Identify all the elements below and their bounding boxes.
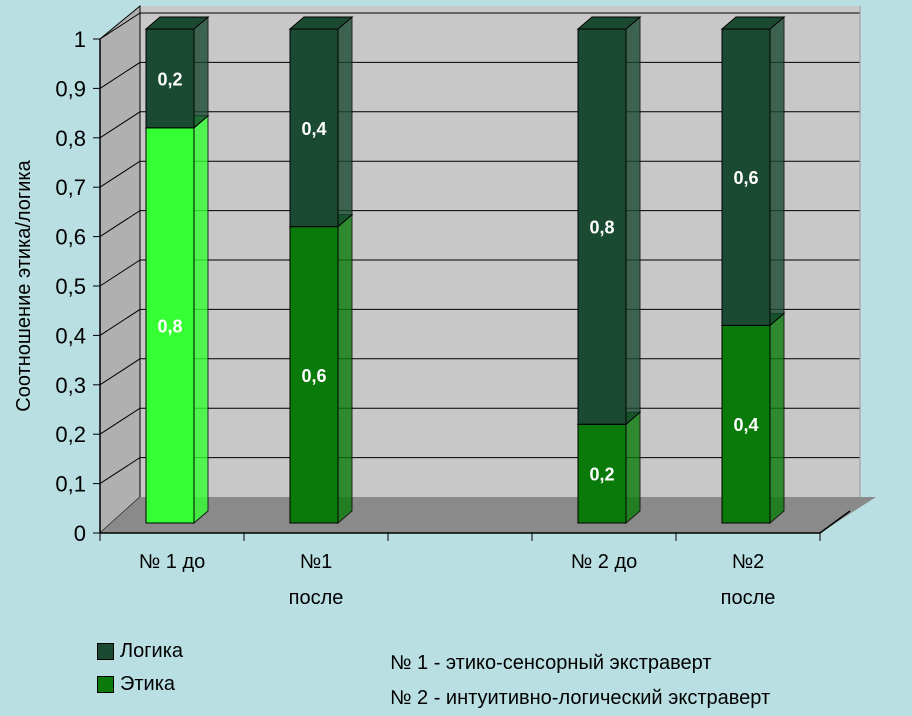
legend-label-logika: Логика — [120, 639, 184, 662]
y-tick-label: 1 — [74, 27, 86, 52]
x-axis-depth-line — [819, 510, 851, 534]
bar-etika-side — [337, 213, 353, 525]
bar-etika-label: 0,2 — [589, 465, 614, 485]
y-tick-label: 0,6 — [55, 225, 86, 250]
bar-logika-top — [288, 16, 354, 30]
bar-logika-top — [720, 16, 786, 30]
x-tick-label: № 1 до — [139, 551, 205, 573]
x-tick-label: после — [289, 587, 344, 609]
bar-logika-side — [769, 15, 785, 327]
x-tick-label: №2 — [732, 551, 765, 573]
note-type-2: № 2 - интуитивно-логический экстраверт — [390, 687, 771, 709]
bar-logika-side — [625, 15, 641, 426]
y-tick-label: 0,8 — [55, 126, 86, 151]
bar-logika-label: 0,6 — [733, 168, 758, 188]
notes: № 1 - этико-сенсорный экстраверт № 2 - и… — [390, 646, 770, 716]
bar-logika-side — [337, 15, 353, 228]
y-tick-label: 0,1 — [55, 472, 86, 497]
bar-logika — [577, 28, 627, 425]
y-tick-label: 0,5 — [55, 274, 86, 299]
bar-etika-label: 0,6 — [301, 366, 326, 386]
bar-logika-label: 0,4 — [301, 119, 326, 139]
bar-etika-side — [769, 312, 785, 525]
legend-item-logika: Логика — [97, 637, 183, 665]
legend-swatch-logika — [97, 642, 114, 660]
x-tick-label: №1 — [300, 551, 333, 573]
y-tick-label: 0,7 — [55, 175, 86, 200]
y-tick-label: 0,9 — [55, 76, 86, 101]
bar-logika-top — [144, 16, 210, 30]
bar-logika-side — [193, 15, 209, 129]
bar-etika — [577, 423, 627, 524]
bar-etika — [289, 226, 339, 524]
bar-etika-side — [193, 114, 209, 525]
bar-logika — [289, 28, 339, 228]
bar-logika-label: 0,8 — [589, 218, 614, 238]
legend-item-etika: Этика — [97, 670, 183, 698]
legend-swatch-etika — [97, 675, 114, 693]
chart-svg: 0 0,1 0,2 0,3 0,4 0,5 0,6 0,7 0,8 0,9 1 Соотношение… — [13, 4, 876, 609]
bar-etika-label: 0,4 — [733, 415, 758, 435]
note-type-1: № 1 - этико-сенсорный экстраверт — [390, 652, 712, 674]
bar-logika-top — [576, 16, 642, 30]
bar-logika-label: 0,2 — [157, 69, 182, 89]
x-tick-label: № 2 до — [571, 551, 637, 573]
legend: Логика Этика — [97, 637, 183, 703]
y-tick-label: 0,2 — [55, 422, 86, 447]
legend-label-etika: Этика — [120, 672, 176, 695]
gridline — [99, 12, 860, 40]
y-axis-label: Соотношение этика/логика — [13, 159, 35, 411]
x-tick-label: после — [721, 587, 776, 609]
bar-etika-label: 0,8 — [157, 316, 182, 336]
bar-etika — [721, 324, 771, 524]
y-tick-label: 0,3 — [55, 373, 86, 398]
y-tick-label: 0 — [74, 521, 86, 546]
bar-etika-side — [625, 411, 641, 525]
y-tick-label: 0,4 — [55, 323, 86, 348]
bar-logika — [721, 28, 771, 326]
